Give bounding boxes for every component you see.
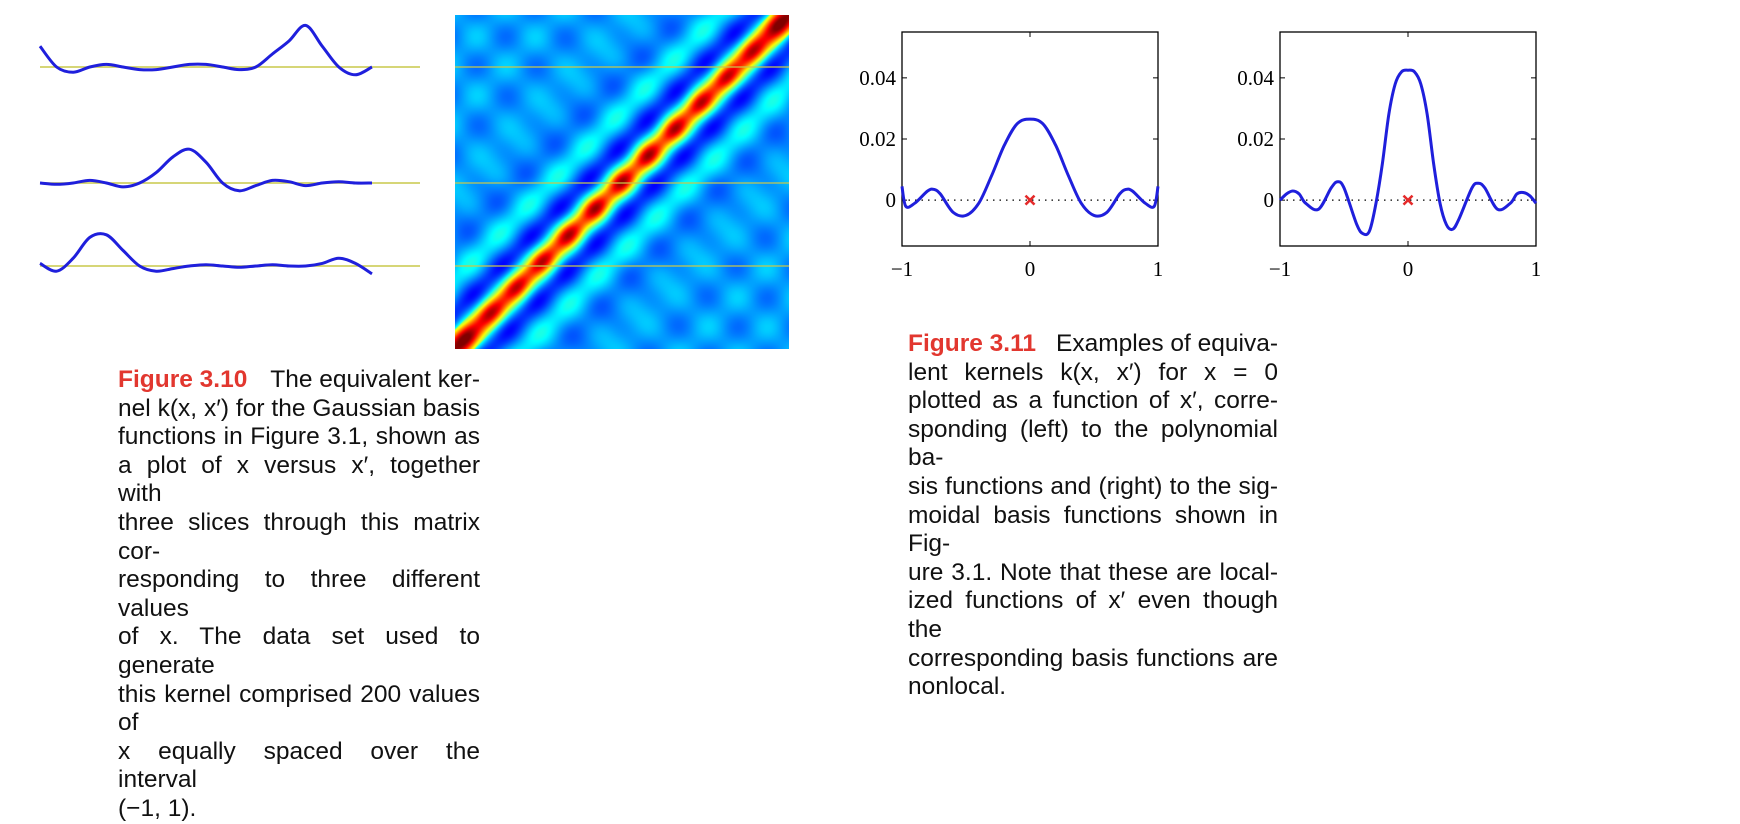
figure-label: Figure 3.10 xyxy=(118,366,248,393)
x-tick-label: 1 xyxy=(1531,257,1542,281)
caption-line: three slices through this matrix cor- xyxy=(118,508,480,565)
y-tick-label: 0.02 xyxy=(1237,127,1274,151)
x-tick-label: 0 xyxy=(1403,257,1414,281)
marker-cross xyxy=(1402,194,1414,206)
kernel-matrix-heatmap xyxy=(455,15,789,349)
caption-line: a plot of x versus x′, together with xyxy=(118,451,480,508)
caption-line: nel k(x, x′) for the Gaussian basis xyxy=(118,394,480,422)
x-tick-label: −1 xyxy=(891,257,913,281)
caption-line: corresponding basis functions are xyxy=(908,644,1278,672)
caption-line: this kernel comprised 200 values of xyxy=(118,680,480,737)
plot-frame xyxy=(1279,31,1537,247)
caption-line: responding to three different values xyxy=(118,566,480,622)
caption-figure-3-10: Figure 3.10 The equivalent ker- nel k(x, … xyxy=(118,366,480,824)
caption-line: functions in Figure 3.1, shown as xyxy=(118,423,480,451)
caption-text: Examples of equiva- xyxy=(1056,330,1278,357)
y-tick-label: 0 xyxy=(1264,188,1275,212)
caption-line: sis functions and (right) to the sig- xyxy=(908,472,1278,500)
slice-curve xyxy=(39,147,373,193)
caption-figure-3-11: Figure 3.11 Examples of equiva- lent kern… xyxy=(908,330,1278,702)
caption-line: (−1, 1). xyxy=(118,794,197,822)
equiv-kernel-sigmoidal-plot: 0 0.02 0.04 −1 0 1 xyxy=(1237,31,1542,281)
caption-line: sponding (left) to the polynomial ba- xyxy=(908,415,1278,472)
caption-line: ized functions of x′ even though the xyxy=(908,587,1278,643)
slice-curve xyxy=(38,23,373,77)
caption-line: moidal basis functions shown in Fig- xyxy=(908,501,1278,558)
y-tick-label: 0.02 xyxy=(859,127,896,151)
x-tick-label: 1 xyxy=(1153,257,1164,281)
kernel-curve xyxy=(900,117,1160,218)
slice-guide-lines xyxy=(455,66,789,267)
marker-stroke xyxy=(1402,194,1414,206)
caption-line: Figure 3.10 The equivalent ker- xyxy=(118,366,480,395)
equiv-kernel-polynomial-plot: 0 0.02 0.04 −1 0 1 xyxy=(859,31,1164,281)
slice-curve xyxy=(39,232,373,276)
caption-line: lent kernels k(x, x′) for x = 0 xyxy=(908,358,1278,386)
x-tick-label: 0 xyxy=(1025,257,1036,281)
kernel-curve xyxy=(1278,68,1538,237)
plot-frame xyxy=(901,31,1159,247)
caption-line: Figure 3.11 Examples of equiva- xyxy=(908,330,1278,359)
caption-line: x equally spaced over the interval xyxy=(118,737,480,794)
kernel-slices-plot xyxy=(38,23,420,276)
caption-line: of x. The data set used to generate xyxy=(118,623,480,679)
marker-cross xyxy=(1024,194,1036,206)
caption-line: nonlocal. xyxy=(908,673,1007,701)
caption-text: The equivalent ker- xyxy=(270,366,480,393)
y-tick-label: 0 xyxy=(886,188,897,212)
caption-line: plotted as a function of x′, corre- xyxy=(908,387,1278,415)
figure-label: Figure 3.11 xyxy=(908,330,1037,357)
caption-line: ure 3.1. Note that these are local- xyxy=(908,558,1278,586)
x-tick-label: −1 xyxy=(1269,257,1291,281)
marker-stroke xyxy=(1024,194,1036,206)
y-tick-label: 0.04 xyxy=(1237,66,1274,90)
y-tick-label: 0.04 xyxy=(859,66,896,90)
